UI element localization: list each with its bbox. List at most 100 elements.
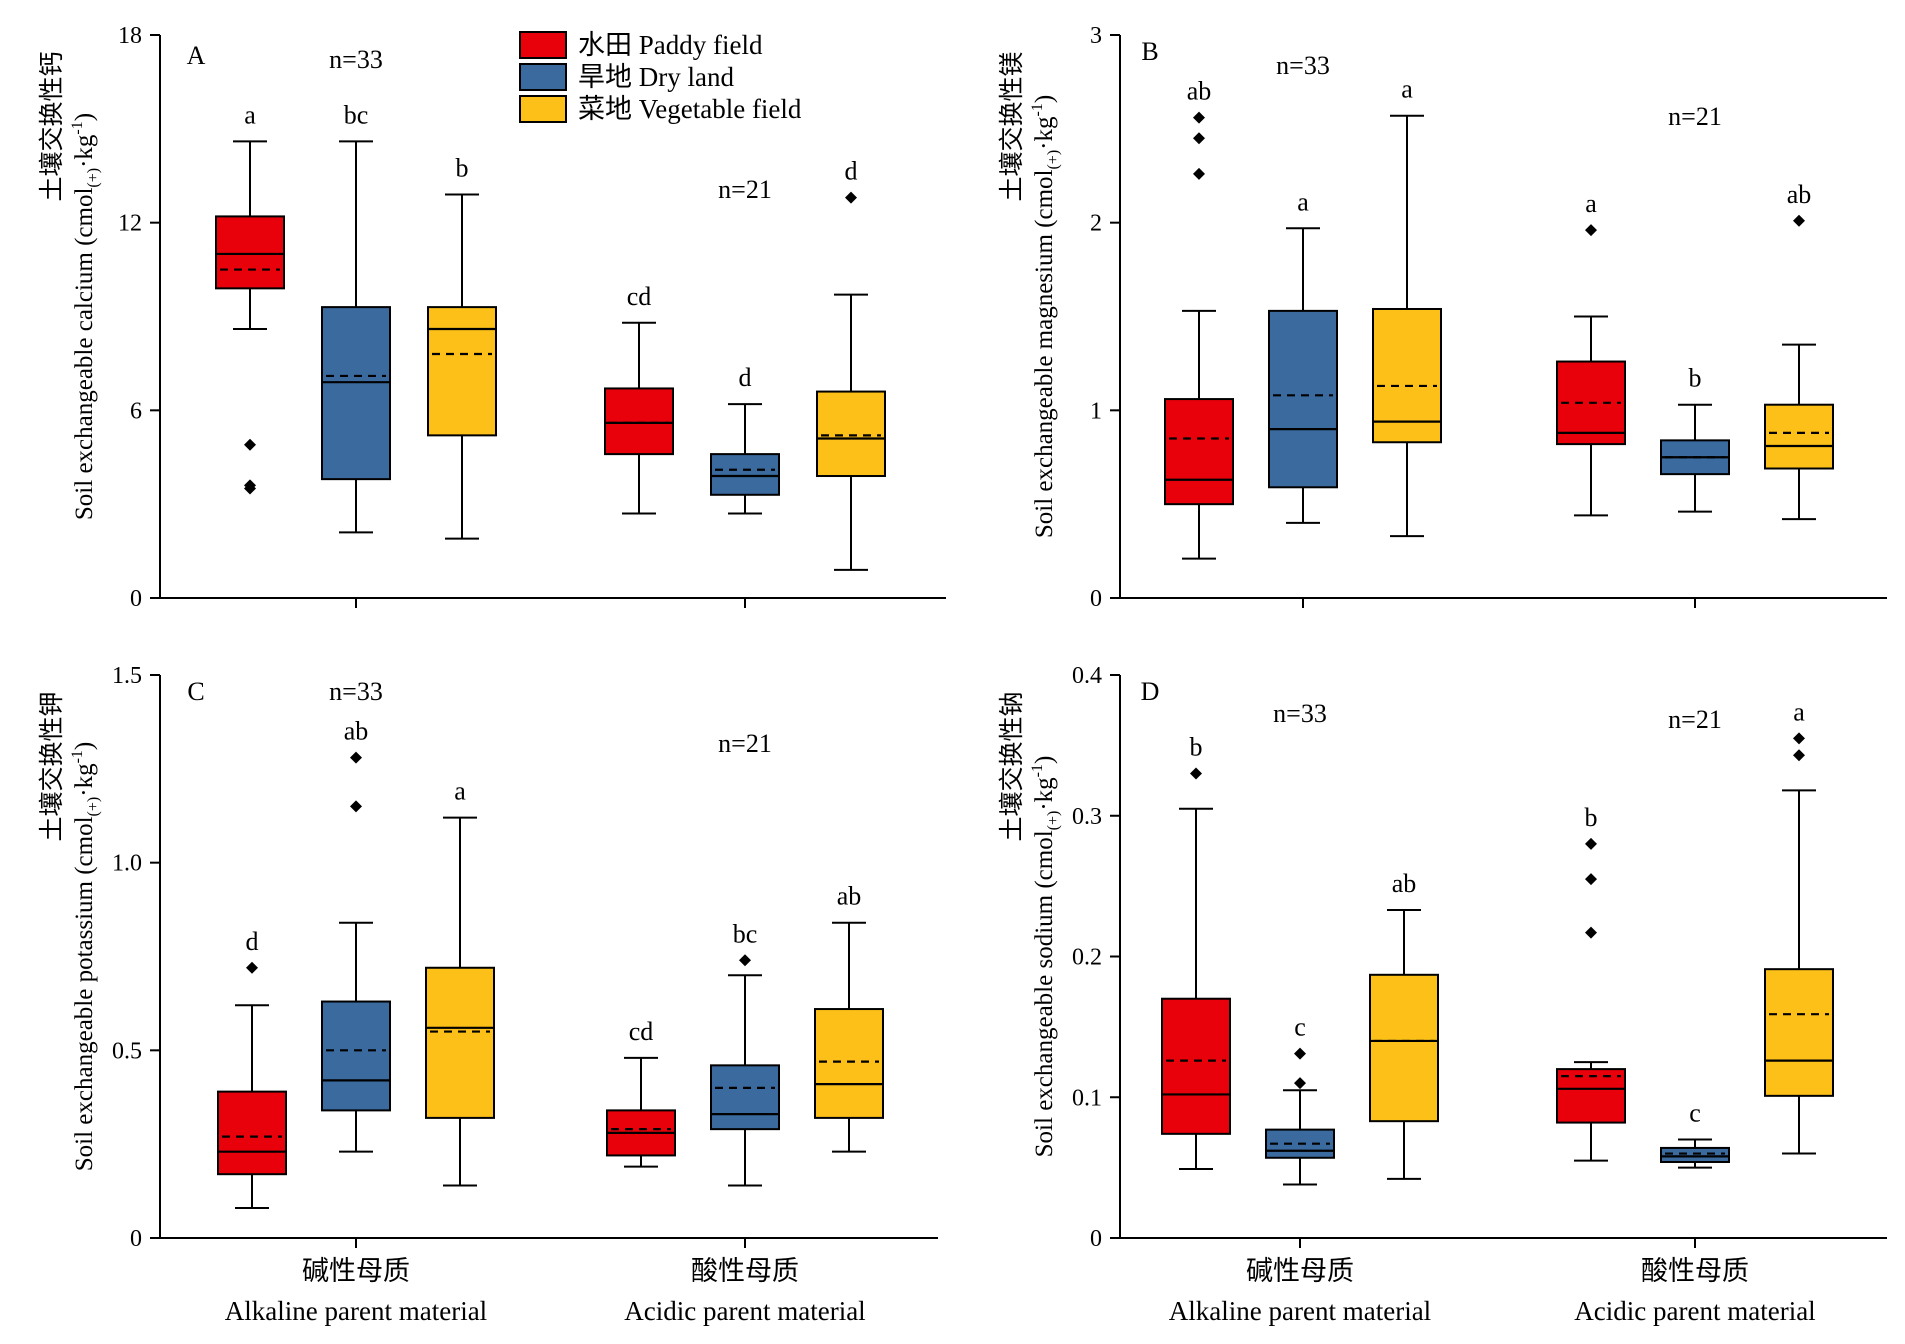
y-axis-unit-sup: -1	[1029, 764, 1046, 777]
x-category-label-en: Alkaline parent material	[225, 1296, 487, 1326]
box-vegetable: ab	[814, 882, 884, 1153]
y-axis-unit-sub: (+)	[1045, 811, 1062, 831]
y-axis-unit-sub: (+)	[85, 797, 102, 817]
significance-letter: ab	[1187, 77, 1212, 106]
outlier-point	[845, 191, 857, 204]
y-axis-label-zh: 土壤交换性钠	[998, 691, 1026, 841]
y-axis-unit: (cmol	[1031, 830, 1058, 895]
outlier-point	[1190, 767, 1202, 780]
sample-size-label: n=21	[718, 729, 772, 758]
significance-letter: a	[1297, 187, 1309, 216]
y-axis-unit-sub: (+)	[1045, 150, 1062, 170]
iqr-box	[1369, 973, 1439, 1123]
y-axis-unit: (cmol	[71, 188, 98, 253]
panel-letter: D	[1141, 677, 1160, 706]
iqr-box	[1164, 398, 1234, 506]
x-category-label-zh: 碱性母质	[302, 1256, 410, 1286]
y-axis-label-zh: 土壤交换性镁	[998, 51, 1026, 201]
box-vegetable: b	[427, 154, 497, 540]
box-dry: c	[1660, 1098, 1730, 1169]
y-axis-unit: ·kg	[1031, 116, 1058, 150]
box-paddy: a	[1556, 189, 1626, 517]
y-tick-label: 12	[118, 211, 142, 237]
legend-label-paddy: 水田 Paddy field	[578, 30, 763, 60]
panel-letter: A	[187, 41, 206, 70]
x-category-label-zh: 酸性母质	[1641, 1256, 1749, 1286]
outlier-point	[244, 438, 256, 451]
y-tick-label: 18	[118, 23, 142, 49]
y-axis-unit: ·kg	[71, 763, 98, 797]
panel-letter: C	[187, 677, 204, 706]
iqr-box	[1660, 1146, 1730, 1163]
sample-size-label: n=21	[718, 175, 772, 204]
box-vegetable: ab	[1369, 869, 1439, 1180]
box-paddy: b	[1556, 803, 1626, 1162]
significance-letter: c	[1294, 1013, 1306, 1042]
box-vegetable: d	[816, 157, 886, 571]
y-axis-label-zh: 土壤交换性钾	[38, 691, 66, 841]
significance-letter: d	[246, 927, 259, 956]
outlier-point	[1585, 837, 1597, 850]
significance-letter: a	[454, 777, 466, 806]
y-axis-unit: )	[71, 113, 98, 121]
box-vegetable: a	[1764, 697, 1834, 1155]
significance-letter: b	[1190, 733, 1203, 762]
y-axis-unit: (cmol	[1031, 169, 1058, 234]
y-axis-unit: )	[1031, 95, 1058, 103]
y-axis-unit: )	[1031, 756, 1058, 764]
sample-size-label: n=33	[1273, 699, 1327, 728]
iqr-box	[321, 1000, 391, 1112]
y-axis-unit: (cmol	[71, 816, 98, 881]
y-tick-label: 0	[130, 1226, 142, 1252]
iqr-box	[1268, 309, 1338, 489]
x-category-label-en: Acidic parent material	[1574, 1296, 1815, 1326]
box-dry: b	[1660, 364, 1730, 513]
box-paddy: ab	[1164, 77, 1234, 560]
y-axis-unit-sub: (+)	[85, 168, 102, 188]
significance-letter: a	[1401, 75, 1413, 104]
y-tick-label: 1.0	[112, 851, 142, 877]
iqr-box	[1161, 997, 1231, 1135]
significance-letter: ab	[837, 882, 862, 911]
outlier-point	[1793, 214, 1805, 227]
iqr-box	[321, 306, 391, 481]
legend-label-dry: 旱地 Dry land	[578, 62, 734, 92]
x-category-label-zh: 碱性母质	[1246, 1256, 1354, 1286]
y-tick-label: 3	[1090, 23, 1102, 49]
y-axis-unit: ·kg	[1031, 777, 1058, 811]
y-axis-unit: ·kg	[71, 134, 98, 168]
legend-swatch-paddy	[519, 31, 567, 59]
legend-label-vegetable: 菜地 Vegetable field	[578, 94, 802, 124]
box-dry: bc	[710, 919, 780, 1187]
box-paddy: cd	[604, 282, 674, 515]
significance-letter: a	[244, 100, 256, 129]
significance-letter: a	[1585, 189, 1597, 218]
significance-letter: cd	[629, 1017, 654, 1046]
significance-letter: a	[1793, 697, 1805, 726]
iqr-box	[1764, 968, 1834, 1097]
y-tick-label: 0.1	[1072, 1085, 1102, 1111]
outlier-point	[1793, 749, 1805, 762]
iqr-box	[215, 215, 285, 290]
y-tick-label: 0.2	[1072, 945, 1102, 971]
box-dry: bc	[321, 100, 391, 534]
significance-letter: cd	[627, 282, 652, 311]
outlier-point	[1294, 1047, 1306, 1060]
significance-letter: b	[1585, 803, 1598, 832]
y-axis-label-text: Soil exchangeable potassium	[71, 880, 98, 1171]
y-axis-unit-sup: -1	[69, 750, 86, 763]
box-dry: ab	[321, 717, 391, 1153]
y-axis-label-text: Soil exchangeable sodium	[1031, 894, 1058, 1157]
significance-letter: bc	[344, 100, 369, 129]
iqr-box	[425, 966, 495, 1119]
iqr-box	[710, 1064, 780, 1131]
outlier-point	[1193, 132, 1205, 145]
outlier-point	[1585, 873, 1597, 886]
y-axis-label-text: Soil exchangeable magnesium	[1031, 234, 1058, 539]
iqr-box	[217, 1090, 287, 1176]
significance-letter: c	[1689, 1098, 1701, 1127]
significance-letter: b	[1689, 364, 1702, 393]
y-axis-label-en: Soil exchangeable calcium (cmol(+)·kg-1)	[69, 113, 102, 520]
y-axis-label-text: Soil exchangeable calcium	[71, 252, 98, 520]
